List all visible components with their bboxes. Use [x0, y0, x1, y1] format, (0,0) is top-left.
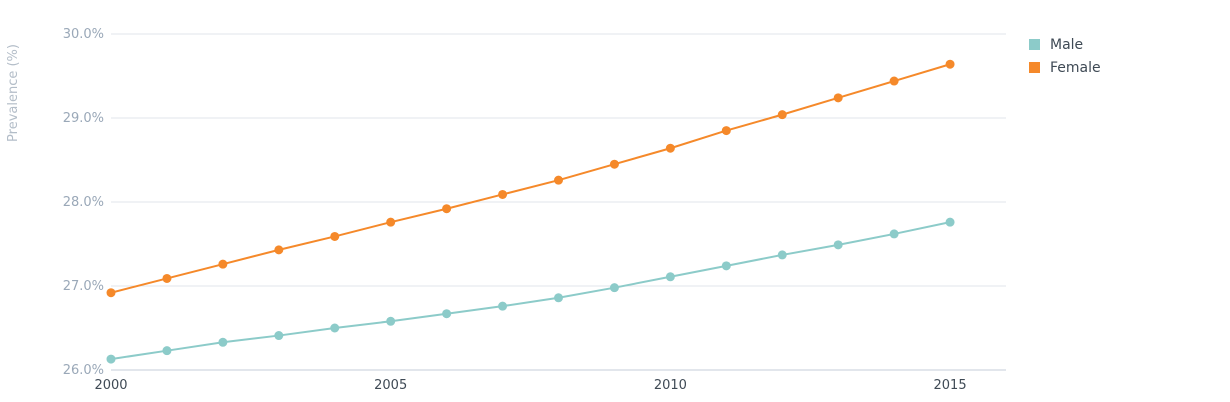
y-tick-label: 29.0%: [63, 111, 104, 126]
data-point-male: [106, 354, 116, 364]
data-point-male: [889, 229, 899, 239]
x-tick-label: 2015: [934, 378, 967, 393]
legend-label-female: Female: [1050, 59, 1101, 76]
x-tick-label: 2005: [374, 378, 407, 393]
series-lines: [110, 63, 951, 361]
gridlines: [111, 33, 1006, 287]
data-point-male: [833, 240, 843, 250]
data-point-female: [330, 231, 340, 241]
y-axis-title: Prevalence (%): [6, 44, 21, 142]
series-line-female: [110, 63, 951, 294]
data-point-male: [554, 293, 563, 303]
data-point-female: [945, 59, 955, 69]
data-points: [106, 59, 955, 364]
data-point-male: [498, 301, 508, 311]
series-line-male: [110, 221, 951, 361]
data-point-female: [889, 76, 899, 86]
data-point-female: [218, 259, 228, 269]
data-point-male: [162, 346, 172, 356]
legend-label-male: Male: [1050, 36, 1084, 53]
data-point-female: [665, 143, 675, 153]
legend-swatch-male: [1029, 39, 1040, 50]
data-point-female: [721, 126, 731, 136]
data-point-female: [777, 110, 787, 120]
y-tick-label: 26.0%: [63, 363, 104, 378]
y-tick-label: 27.0%: [63, 279, 104, 294]
y-tick-label: 30.0%: [63, 27, 104, 42]
data-point-female: [442, 204, 452, 214]
y-tick-label: 28.0%: [63, 195, 104, 210]
data-point-female: [609, 159, 619, 169]
data-point-male: [218, 337, 228, 347]
data-point-male: [945, 217, 955, 227]
data-point-male: [721, 261, 731, 271]
data-point-female: [833, 93, 843, 103]
data-point-male: [665, 272, 675, 282]
x-tick-label: 2010: [654, 378, 687, 393]
data-point-female: [498, 189, 508, 199]
legend-item-male[interactable]: Male: [1029, 33, 1101, 56]
data-point-male: [386, 316, 396, 326]
legend-item-female[interactable]: Female: [1029, 56, 1101, 79]
x-tick-label: 2000: [94, 378, 127, 393]
data-point-male: [330, 323, 340, 333]
data-point-female: [274, 245, 284, 255]
data-point-female: [106, 288, 116, 298]
data-point-male: [442, 309, 452, 319]
data-point-female: [554, 175, 563, 185]
data-point-male: [777, 250, 787, 260]
data-point-male: [274, 331, 284, 341]
legend-swatch-female: [1029, 62, 1040, 73]
legend: Male Female: [1029, 33, 1101, 79]
data-point-male: [609, 283, 619, 293]
data-point-female: [386, 217, 396, 227]
axes: 26.0% 27.0% 28.0% 29.0% 30.0% 2000 2005 2010 201…: [63, 27, 1006, 393]
data-point-female: [162, 273, 172, 283]
